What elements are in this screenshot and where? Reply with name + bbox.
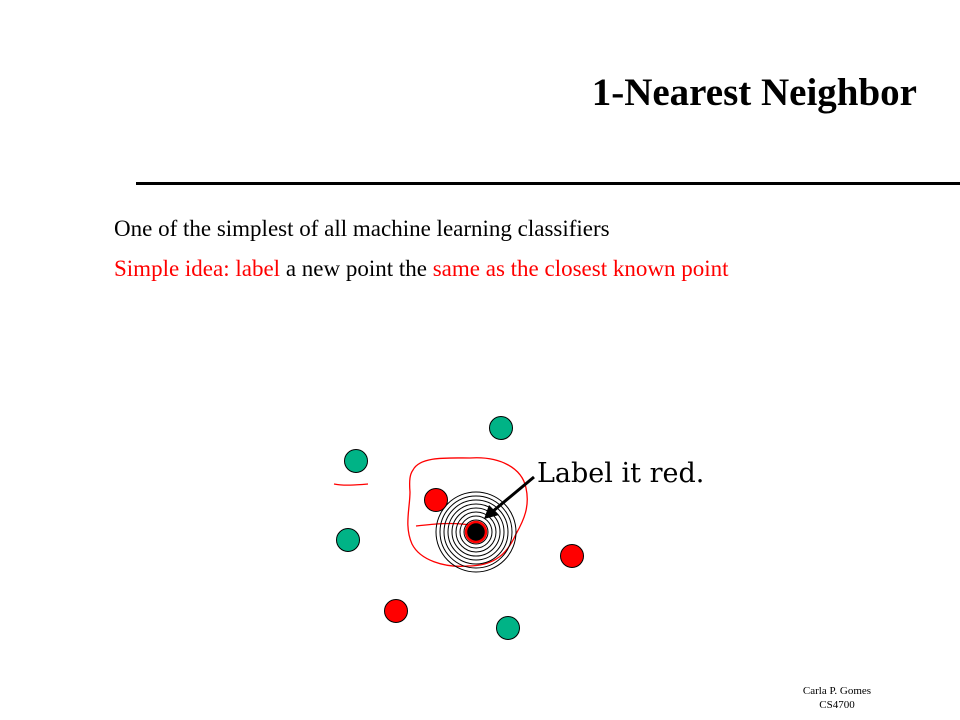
green-point <box>336 528 360 552</box>
bullet-line-1: One of the simplest of all machine learn… <box>114 216 610 241</box>
title-underline <box>136 182 960 185</box>
label-annotation: Label it red. <box>537 458 705 489</box>
new-point-text: a new point the <box>280 256 433 281</box>
red-point <box>384 599 408 623</box>
closest-point-text: same as the closest known point <box>432 256 729 281</box>
simple-idea-label: Simple idea: <box>114 256 236 281</box>
hand-drawn-loop <box>407 457 528 567</box>
bullet-line-2: Simple idea: label a new point the same … <box>114 256 729 282</box>
label-word: label <box>235 256 281 281</box>
footer-author: Carla P. Gomes <box>802 685 872 697</box>
red-point <box>424 488 448 512</box>
red-point <box>560 544 584 568</box>
green-point <box>489 416 513 440</box>
hand-drawn-dash <box>333 483 369 486</box>
hand-drawn-strike <box>415 522 471 527</box>
green-point <box>344 449 368 473</box>
search-rings <box>435 491 517 573</box>
slide-title: 1-Nearest Neighbor <box>591 71 917 114</box>
slide-footer: Carla P. Gomes CS4700 <box>790 684 884 712</box>
pointer-arrow <box>484 475 535 519</box>
green-point <box>496 616 520 640</box>
query-point <box>464 520 488 544</box>
footer-course: CS4700 <box>819 699 855 711</box>
